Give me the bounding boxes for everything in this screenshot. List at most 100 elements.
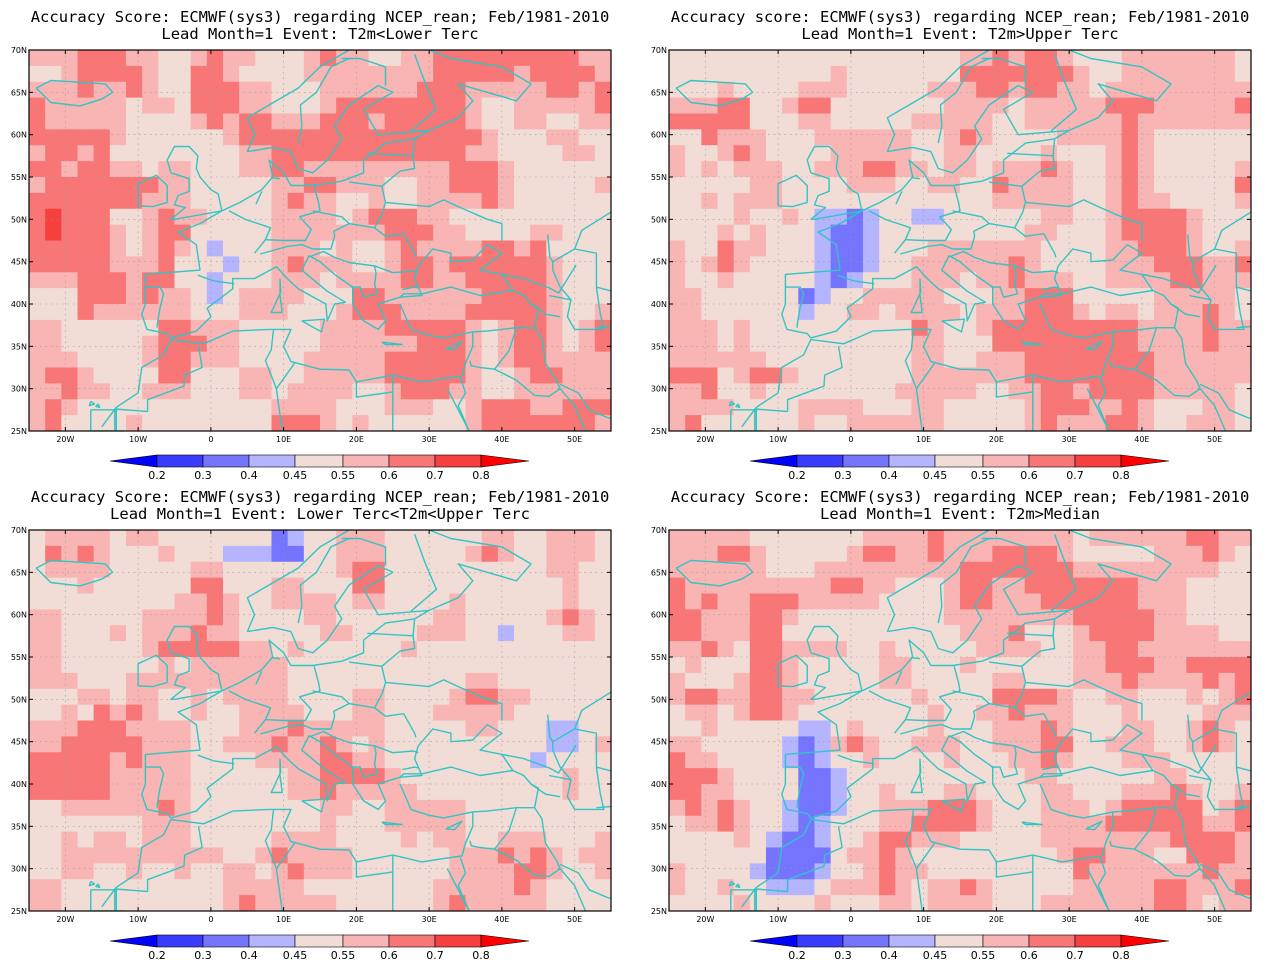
field-cell (1154, 736, 1171, 753)
field-cell (190, 81, 208, 99)
field-cell (927, 545, 945, 563)
field-cell (93, 177, 111, 194)
field-cell (1137, 129, 1155, 146)
field-cell (336, 367, 353, 384)
field-cell (530, 208, 547, 226)
field-cell (174, 177, 192, 194)
field-cell (992, 113, 1010, 130)
field-cell (960, 272, 977, 289)
field-cell (1024, 97, 1042, 115)
field-cell (733, 256, 751, 273)
field-cell (271, 688, 289, 706)
field-cell (895, 256, 913, 273)
field-cell (1202, 304, 1220, 321)
field-cell (449, 688, 467, 706)
field-cell (733, 879, 751, 896)
field-cell (449, 784, 467, 801)
field-cell (798, 208, 816, 226)
colorbar-swatch (1028, 934, 1076, 948)
field-cell (497, 304, 515, 321)
field-cell (1024, 351, 1042, 369)
field-cell (976, 879, 993, 896)
field-cell (45, 815, 62, 833)
lon-tick-label: 0 (848, 915, 853, 924)
field-cell (368, 895, 386, 911)
field-cell (61, 113, 79, 130)
field-cell (384, 113, 402, 130)
field-cell (45, 319, 62, 337)
field-cell (190, 720, 208, 737)
field-cell (1057, 609, 1074, 626)
field-cell (1008, 161, 1026, 178)
field-cell (830, 145, 848, 162)
field-cell (400, 240, 418, 257)
field-cell (578, 561, 596, 579)
field-cell (798, 577, 816, 595)
field-cell (578, 161, 596, 178)
field-cell (1170, 593, 1187, 610)
field-cell (895, 304, 913, 321)
field-cell (717, 768, 735, 785)
field-cell (830, 50, 848, 67)
field-cell (481, 208, 499, 226)
field-cell (190, 530, 208, 547)
field-cell (417, 720, 434, 737)
colorbar-label: 0.45 (283, 469, 308, 480)
field-cell (239, 752, 256, 769)
field-cell (1186, 304, 1204, 321)
field-cell (45, 545, 62, 563)
field-cell (879, 304, 896, 321)
field-cell (1057, 815, 1074, 833)
field-cell (465, 415, 483, 431)
field-cell (142, 799, 159, 817)
field-cell (126, 561, 143, 579)
field-cell (1218, 272, 1236, 289)
field-cell (669, 863, 686, 880)
field-cell (717, 288, 735, 305)
field-cell (1024, 672, 1042, 690)
field-cell (782, 335, 799, 353)
field-cell (174, 593, 192, 610)
field-cell (514, 863, 531, 880)
field-cell (400, 335, 418, 353)
lon-tick-label: 10W (769, 915, 787, 924)
field-cell (29, 145, 46, 162)
field-cell (782, 65, 799, 83)
field-cell (174, 577, 192, 595)
field-cell (1186, 815, 1204, 833)
field-cell (223, 657, 240, 674)
field-cell (733, 161, 751, 178)
field-cell (433, 752, 450, 769)
field-cell (174, 879, 192, 896)
field-cell (798, 415, 816, 431)
field-cell (336, 768, 353, 785)
field-cell (943, 161, 961, 178)
field-cell (1202, 50, 1220, 67)
field-cell (846, 641, 864, 658)
field-cell (433, 847, 450, 864)
field-cell (594, 847, 611, 864)
lat-tick-label: 35N (651, 342, 667, 351)
field-cell (190, 895, 208, 911)
field-cell (992, 161, 1010, 178)
field-cell (863, 704, 880, 722)
lon-tick-label: 40E (1134, 435, 1149, 444)
field-cell (562, 129, 580, 146)
field-cell (449, 415, 467, 431)
field-cell (433, 256, 450, 273)
field-cell (497, 256, 515, 273)
field-cell (1121, 97, 1139, 115)
field-cell (992, 831, 1010, 849)
field-cell (287, 145, 305, 162)
field-cell (352, 145, 370, 162)
field-cell (895, 736, 913, 753)
field-cell (1234, 129, 1251, 146)
field-cell (1105, 351, 1123, 369)
field-cell (481, 161, 499, 178)
field-cell (943, 367, 961, 384)
field-cell (1057, 657, 1074, 674)
field-cell (514, 304, 531, 321)
field-cell (1186, 879, 1204, 896)
field-cell (782, 545, 799, 563)
field-cell (255, 256, 273, 273)
